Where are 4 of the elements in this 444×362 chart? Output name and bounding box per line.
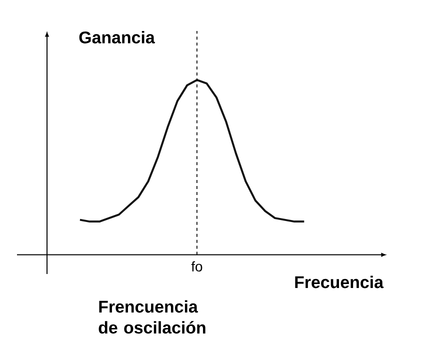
x-axis-title: Frecuencia xyxy=(295,276,384,288)
y-axis-title: Ganancia xyxy=(79,31,155,44)
text: Frencuencia de oscilación xyxy=(98,300,206,334)
text: fo xyxy=(191,261,202,272)
